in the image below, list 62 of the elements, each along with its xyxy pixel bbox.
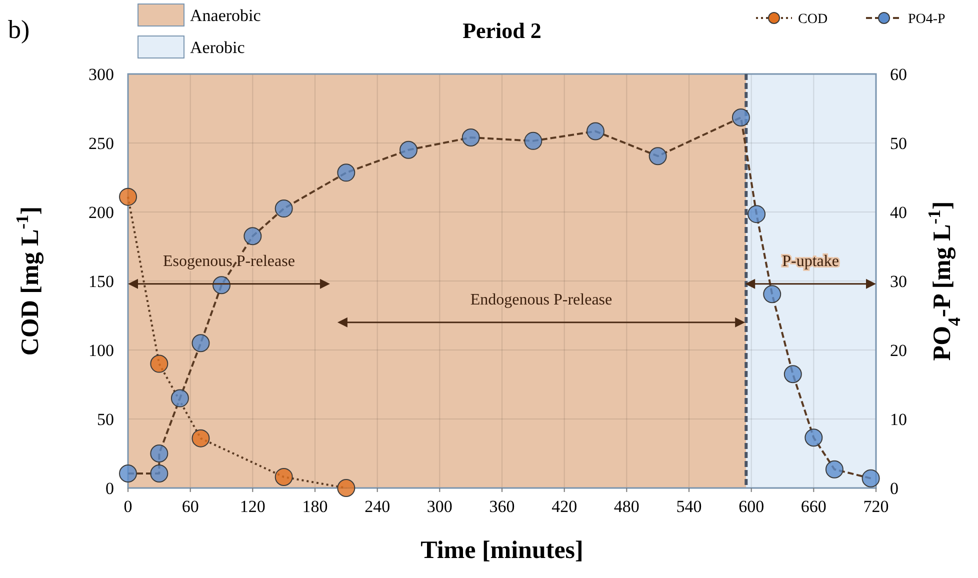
x-tick-label: 360 xyxy=(489,497,515,516)
point xyxy=(170,389,189,408)
point xyxy=(337,164,356,182)
legend-label: PO4-P xyxy=(908,12,946,27)
point xyxy=(524,132,542,150)
point xyxy=(804,428,823,447)
x-tick-label: 480 xyxy=(614,497,640,516)
x-tick-label: 60 xyxy=(182,497,199,516)
point xyxy=(825,460,844,478)
y-tick-label: 150 xyxy=(88,272,114,291)
annotation: Esogenous P-release xyxy=(162,252,295,270)
x-tick-label: 180 xyxy=(302,497,328,516)
y2-tick-label: 0 xyxy=(890,479,898,498)
y2-tick-label: 50 xyxy=(890,134,907,153)
point xyxy=(784,365,802,384)
x-tick-label: 540 xyxy=(676,497,702,516)
point xyxy=(119,464,137,483)
y-tick-label: 50 xyxy=(97,410,114,429)
y-tick-label: 300 xyxy=(88,65,114,84)
point xyxy=(862,469,880,488)
point xyxy=(119,188,137,206)
point xyxy=(748,205,766,224)
chart-title: Period 2 xyxy=(462,18,542,43)
x-tick-label: 0 xyxy=(124,497,132,516)
y-tick-label: 100 xyxy=(88,341,114,360)
legend-label: COD xyxy=(798,12,828,27)
point xyxy=(150,464,168,483)
point xyxy=(192,334,210,352)
y2-tick-label: 30 xyxy=(890,272,907,291)
point xyxy=(192,429,210,448)
y2-tick-label: 40 xyxy=(890,203,907,222)
point xyxy=(732,108,750,126)
x-tick-label: 120 xyxy=(240,497,266,516)
point xyxy=(462,128,480,146)
point xyxy=(648,147,667,166)
y-tick-label: 200 xyxy=(88,203,114,222)
point xyxy=(586,122,604,140)
x-tick-label: 300 xyxy=(426,497,452,516)
y-tick-label: 250 xyxy=(88,134,114,153)
x-tick-label: 420 xyxy=(552,497,578,516)
text: b) xyxy=(8,15,30,44)
y-tick-label: 0 xyxy=(106,479,114,498)
x-tick-label: 600 xyxy=(738,497,764,516)
band-label: Anaerobic xyxy=(190,6,262,25)
annotation: Endogenous P-release xyxy=(470,291,612,308)
point xyxy=(150,444,168,462)
x-tick-label: 240 xyxy=(364,497,390,516)
y2-tick-label: 60 xyxy=(890,65,907,84)
point xyxy=(337,479,356,497)
legend-label: Aerobic xyxy=(190,38,246,57)
x-axis-title: Time [minutes] xyxy=(420,537,584,564)
point xyxy=(400,140,418,159)
annotation: P-uptake xyxy=(782,252,839,270)
y2-tick-label: 20 xyxy=(890,341,907,360)
x-tick-label: 660 xyxy=(800,497,826,516)
point xyxy=(244,227,262,246)
point xyxy=(274,200,293,218)
y2-tick-label: 10 xyxy=(890,410,907,429)
point xyxy=(763,285,782,304)
point xyxy=(150,354,168,373)
point xyxy=(274,468,293,486)
x-tick-label: 720 xyxy=(863,497,889,516)
